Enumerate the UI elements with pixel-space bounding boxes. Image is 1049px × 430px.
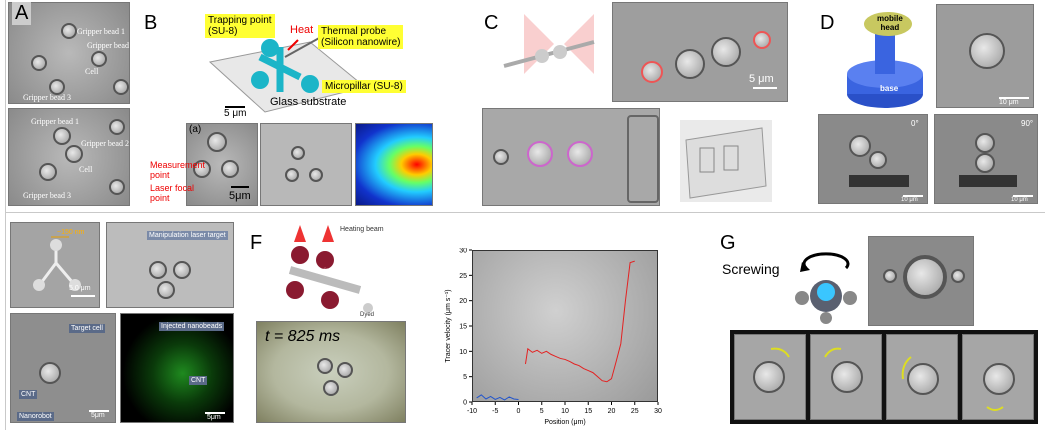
e-scale-1: 5.0 μm — [69, 285, 91, 292]
x-tick-label-2: 0 — [517, 408, 521, 415]
e-scale-3: 5μm — [207, 414, 221, 421]
e-target-cell: Target cell — [69, 324, 105, 333]
panel-g-frame-1 — [734, 334, 806, 420]
panel-d-image-0deg: 0° 10 μm — [818, 114, 928, 204]
panel-g-label: G — [720, 232, 736, 254]
panel-c-image-2 — [482, 108, 660, 206]
x-tick-label-6: 20 — [608, 408, 616, 415]
velocity-chart: -10 -5 0 5 10 15 20 25 30 0 5 10 15 20 25 30 Position (μ… — [445, 248, 662, 426]
y-tick-label-4: 20 — [459, 298, 467, 305]
a-top-bead3: Gripper bead 3 — [23, 93, 71, 102]
b-meas-label: Measurement point — [150, 160, 206, 180]
f-time: t = 825 ms — [265, 328, 341, 345]
left-border — [5, 0, 6, 430]
velocity-series-1 — [524, 260, 635, 383]
a-bot-bead2: Gripper bead 2 — [81, 139, 129, 148]
b-probe-label: Thermal probe (Silicon nanowire) — [318, 25, 404, 49]
g-screwing: Screwing — [722, 261, 780, 277]
y-tick-label-2: 10 — [459, 349, 467, 356]
panel-c-label: C — [484, 12, 499, 34]
panel-e-laser-image: Manipulation laser target — [106, 222, 234, 308]
a-bot-bead1: Gripper bead 1 — [31, 117, 79, 126]
panel-d-diagram — [847, 12, 923, 108]
d-angle-0: 0° — [911, 119, 919, 128]
a-top-bead2: Gripper bead 2 — [87, 41, 129, 50]
x-tick-label-4: 10 — [561, 408, 569, 415]
y-tick-label-1: 5 — [463, 374, 467, 381]
e-injected: Injected nanobeads — [159, 322, 225, 331]
e-target: Manipulation laser target — [147, 231, 228, 240]
velocity-series-0 — [476, 394, 519, 401]
panel-g-frame-4 — [962, 334, 1034, 420]
e-size: ~150 nm — [57, 229, 85, 236]
panel-b-label: B — [144, 12, 158, 34]
panel-g-frame-2 — [810, 334, 882, 420]
b-pillar-label: Micropillar (SU-8) — [322, 80, 406, 93]
y-tick-label-0: 0 — [463, 400, 467, 407]
a-top-bead1: Gripper bead 1 — [77, 27, 125, 36]
d-angle-90: 90° — [1021, 119, 1034, 128]
x-axis-label: Position (μm) — [544, 419, 585, 426]
x-tick-label-5: 15 — [584, 408, 592, 415]
x-tick-label-7: 25 — [631, 408, 639, 415]
panel-c-3d-render — [680, 120, 772, 202]
panel-b-heatmap — [355, 123, 433, 206]
b-scale-bottom: 5μm — [229, 190, 251, 202]
a-bot-cell: Cell — [79, 165, 93, 174]
panel-a-label: A — [12, 2, 32, 25]
panel-e-cell-image: Target cell CNT Nanorobot 5μm — [10, 313, 116, 423]
panel-f-label: F — [250, 232, 263, 254]
a-bot-bead3: Gripper bead 3 — [23, 191, 71, 200]
a-top-cell: Cell — [85, 67, 99, 76]
e-nanorobot: Nanorobot — [17, 412, 54, 421]
d-scale-sem: 10 μm — [999, 99, 1019, 106]
y-axis-label: Tracer velocity (μm s⁻¹) — [445, 289, 452, 362]
panel-f-diagram — [286, 225, 373, 313]
b-substrate-label: Glass substrate — [270, 96, 347, 108]
panel-b-image-2 — [260, 123, 352, 206]
x-tick-label-0: -10 — [467, 408, 477, 415]
d-scale-2: 10 μm — [1011, 197, 1028, 203]
b-sub-a: (a) — [189, 124, 202, 135]
x-tick-label-3: 5 — [540, 408, 544, 415]
panel-f-image: t = 825 ms — [256, 321, 406, 423]
b-laser-label: Laser focal point — [150, 183, 195, 203]
d-head-label: mobile head — [877, 14, 903, 32]
b-heat-label: Heat — [290, 24, 314, 36]
y-tick-label-6: 30 — [459, 248, 467, 255]
b-trap-label: Trapping point (SU-8) — [205, 14, 275, 38]
e-cnt: CNT — [19, 390, 38, 399]
b-scale-top: 5 μm — [224, 108, 247, 119]
panel-a-bottom-image: Gripper bead 1 Gripper bead 2 Cell Gripp… — [8, 108, 130, 206]
y-tick-label-5: 25 — [459, 273, 467, 280]
row-divider — [5, 212, 1045, 213]
panel-a-top-image: Gripper bead 1 Gripper bead 2 Cell Gripp… — [8, 2, 130, 104]
panel-b-image-1: (a) 5μm — [186, 123, 258, 206]
d-base-label: base — [880, 84, 899, 93]
c-scale: 5 μm — [749, 73, 774, 85]
f-dyed: Dyed — [360, 312, 375, 318]
panel-d-label: D — [820, 12, 835, 34]
panel-f-chart-bg — [472, 250, 658, 402]
panel-g-diagram — [795, 252, 857, 324]
panel-c-diagram — [503, 14, 595, 74]
panel-c-image-1: 5 μm — [612, 2, 788, 102]
e-scale-2: 5μm — [91, 412, 105, 419]
panel-g-frame-3 — [886, 334, 958, 420]
x-tick-label-1: -5 — [492, 408, 498, 415]
e-cnt-2: CNT — [189, 376, 208, 385]
panel-e-sem: ~150 nm 5.0 μm — [10, 222, 100, 308]
f-heating: Heating beam — [340, 226, 384, 233]
panel-g-sem — [868, 236, 974, 326]
y-tick-label-3: 15 — [459, 324, 467, 331]
panel-e-fluor-image: Injected nanobeads CNT 5μm — [120, 313, 234, 423]
panel-d-sem: 10 μm — [936, 4, 1034, 108]
d-scale-1: 10 μm — [901, 197, 918, 203]
x-tick-label-8: 30 — [654, 408, 662, 415]
f-top: Top view — [310, 268, 334, 274]
panel-d-image-90deg: 90° 10 μm — [934, 114, 1038, 204]
